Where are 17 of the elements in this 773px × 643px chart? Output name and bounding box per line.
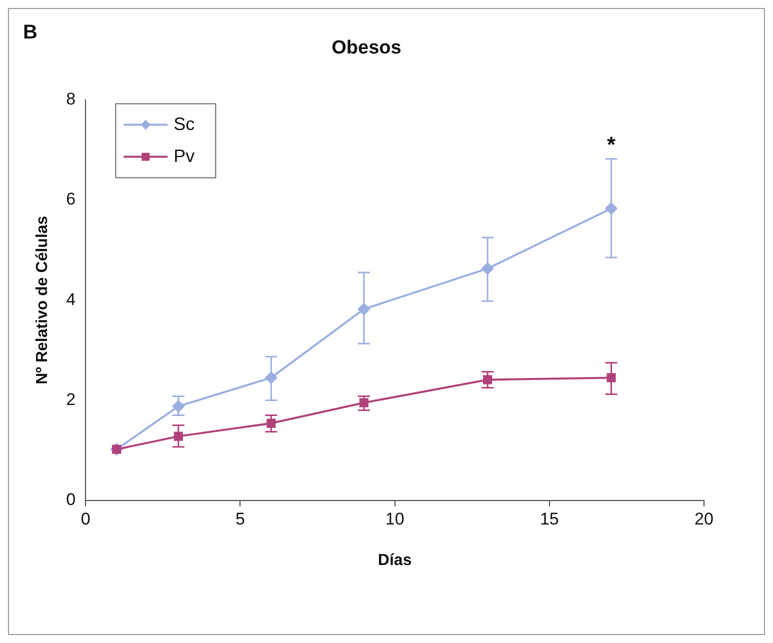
legend-label: Sc	[174, 114, 195, 134]
legend-label: Pv	[174, 146, 195, 166]
annotation: *	[606, 132, 616, 157]
x-tick-label: 0	[80, 509, 90, 528]
x-tick-label: 15	[540, 509, 559, 528]
x-tick-label: 20	[694, 509, 714, 528]
y-tick-label: 8	[66, 89, 76, 108]
x-tick-label: 5	[236, 509, 245, 528]
x-axis-title: Días	[378, 552, 412, 569]
y-axis-title: Nº Relativo de Células	[34, 216, 52, 384]
y-tick-label: 4	[66, 290, 76, 309]
x-tick-label: 10	[385, 509, 404, 528]
chart-title: Obesos	[332, 38, 402, 59]
y-tick-label: 0	[66, 490, 76, 510]
y-tick-label: 2	[66, 390, 76, 409]
y-tick-label: 6	[66, 190, 76, 209]
text: B	[23, 22, 38, 44]
